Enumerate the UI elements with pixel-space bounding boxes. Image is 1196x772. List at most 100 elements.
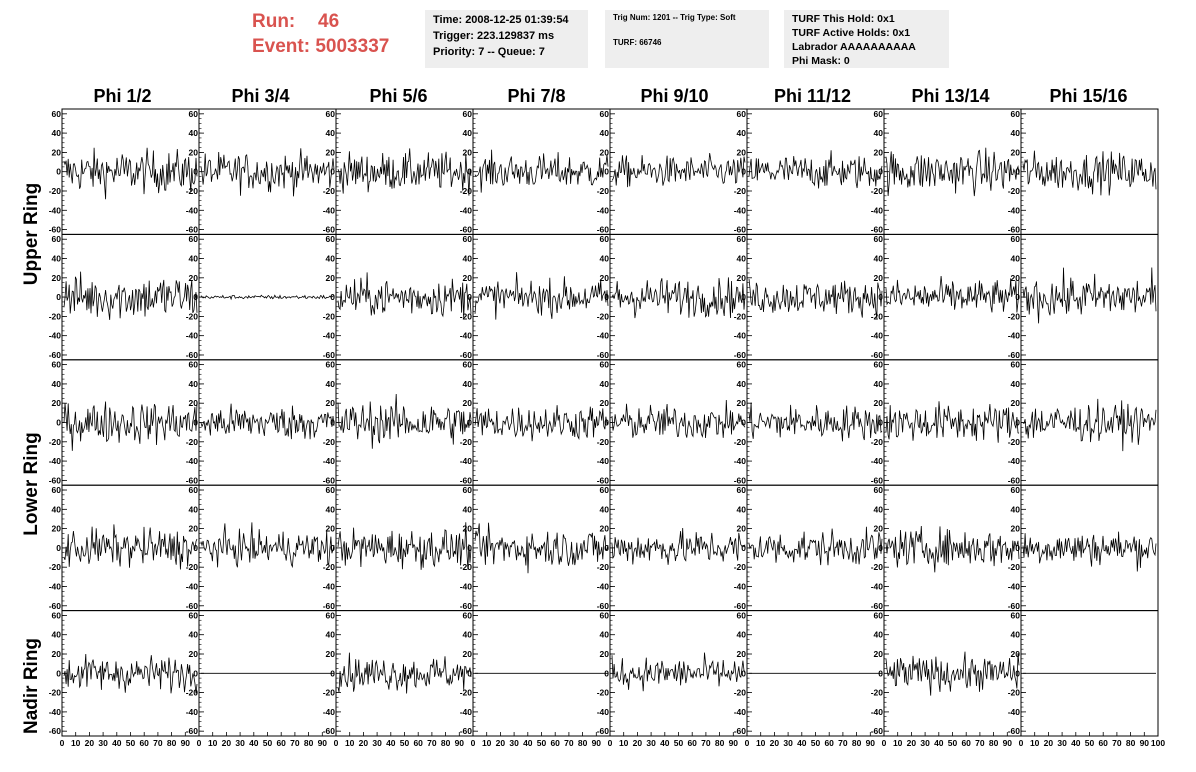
y-tick-label: 0 bbox=[330, 418, 335, 428]
y-tick-label: 0 bbox=[878, 292, 883, 302]
y-tick-label: 60 bbox=[737, 109, 747, 119]
y-tick-label: 20 bbox=[463, 649, 473, 659]
x-tick-label: 90 bbox=[1003, 738, 1013, 748]
x-tick-label: 60 bbox=[824, 738, 834, 748]
y-tick-label: 0 bbox=[56, 543, 61, 553]
turf-text: TURF: 66746 bbox=[613, 38, 662, 47]
y-tick-label: 20 bbox=[874, 398, 884, 408]
x-tick-label: 80 bbox=[441, 738, 451, 748]
column-title-3: Phi 5/6 bbox=[369, 86, 428, 106]
y-tick-label: 40 bbox=[1011, 504, 1021, 514]
y-tick-label: 20 bbox=[1011, 273, 1021, 283]
y-tick-label: -40 bbox=[323, 205, 336, 215]
y-tick-label: -20 bbox=[186, 688, 199, 698]
y-tick-label: 0 bbox=[193, 543, 198, 553]
x-tick-label: 100 bbox=[1151, 738, 1165, 748]
y-tick-label: -40 bbox=[1008, 456, 1021, 466]
x-tick-label: 60 bbox=[276, 738, 286, 748]
y-tick-label: 60 bbox=[874, 360, 884, 370]
y-tick-label: -20 bbox=[323, 311, 336, 321]
y-tick-label: -60 bbox=[871, 726, 884, 736]
y-tick-label: 0 bbox=[741, 668, 746, 678]
panel-frame bbox=[883, 233, 1022, 361]
x-tick-label: 70 bbox=[838, 738, 848, 748]
x-tick-label: 30 bbox=[509, 738, 519, 748]
waveform-trace bbox=[748, 526, 883, 566]
y-tick-label: 40 bbox=[52, 379, 62, 389]
y-tick-label: -60 bbox=[871, 475, 884, 485]
y-tick-label: 40 bbox=[463, 128, 473, 138]
x-tick-label: 10 bbox=[893, 738, 903, 748]
x-tick-label: 10 bbox=[756, 738, 766, 748]
y-tick-label: -40 bbox=[597, 707, 610, 717]
y-tick-label: -20 bbox=[186, 186, 199, 196]
waveform-trace bbox=[611, 277, 746, 319]
y-tick-label: -20 bbox=[734, 562, 747, 572]
waveform-trace bbox=[1022, 531, 1157, 572]
waveform-trace bbox=[63, 653, 198, 694]
y-tick-label: -40 bbox=[460, 707, 473, 717]
y-tick-label: -20 bbox=[871, 311, 884, 321]
x-tick-label: 20 bbox=[1044, 738, 1054, 748]
y-tick-label: 20 bbox=[737, 273, 747, 283]
y-tick-label: -20 bbox=[1008, 688, 1021, 698]
y-tick-label: 20 bbox=[326, 398, 336, 408]
y-tick-label: 20 bbox=[52, 398, 62, 408]
y-tick-label: 40 bbox=[463, 504, 473, 514]
y-tick-label: -20 bbox=[734, 186, 747, 196]
y-tick-label: 20 bbox=[600, 649, 610, 659]
waveform-trace bbox=[611, 152, 746, 188]
y-tick-label: 40 bbox=[600, 128, 610, 138]
y-tick-label: -20 bbox=[1008, 437, 1021, 447]
y-tick-label: 20 bbox=[52, 524, 62, 534]
y-tick-label: 0 bbox=[1015, 543, 1020, 553]
y-tick-label: 0 bbox=[604, 167, 609, 177]
y-tick-label: -60 bbox=[186, 601, 199, 611]
y-tick-label: 60 bbox=[600, 485, 610, 495]
y-tick-label: 60 bbox=[52, 360, 62, 370]
y-tick-label: -40 bbox=[1008, 707, 1021, 717]
y-tick-label: 60 bbox=[737, 485, 747, 495]
y-tick-label: 0 bbox=[467, 292, 472, 302]
x-tick-label: 50 bbox=[811, 738, 821, 748]
y-tick-label: 20 bbox=[189, 147, 199, 157]
y-tick-label: -20 bbox=[871, 186, 884, 196]
y-tick-label: 0 bbox=[193, 668, 198, 678]
y-tick-label: 60 bbox=[189, 234, 199, 244]
x-tick-label: 0 bbox=[882, 738, 887, 748]
y-tick-label: -40 bbox=[871, 456, 884, 466]
run-value: 46 bbox=[318, 11, 340, 32]
y-tick-label: 0 bbox=[330, 292, 335, 302]
y-tick-label: -60 bbox=[323, 350, 336, 360]
y-tick-label: 0 bbox=[330, 668, 335, 678]
x-tick-label: 40 bbox=[112, 738, 122, 748]
panel-frame bbox=[609, 359, 748, 486]
waveform-trace bbox=[748, 279, 883, 319]
waveform-trace bbox=[200, 294, 335, 301]
y-tick-label: -20 bbox=[186, 311, 199, 321]
y-tick-label: 40 bbox=[189, 630, 199, 640]
y-tick-label: 60 bbox=[874, 485, 884, 495]
phi-mask-text: Phi Mask: 0 bbox=[792, 55, 850, 67]
y-tick-label: -40 bbox=[871, 707, 884, 717]
y-tick-label: 0 bbox=[878, 543, 883, 553]
y-tick-label: 60 bbox=[326, 360, 336, 370]
x-tick-label: 70 bbox=[701, 738, 711, 748]
y-tick-label: 60 bbox=[600, 360, 610, 370]
y-tick-label: 60 bbox=[1011, 485, 1021, 495]
y-tick-label: 20 bbox=[1011, 398, 1021, 408]
y-tick-label: -40 bbox=[871, 331, 884, 341]
y-tick-label: -60 bbox=[323, 475, 336, 485]
x-tick-label: 20 bbox=[496, 738, 506, 748]
y-tick-label: 40 bbox=[600, 630, 610, 640]
y-tick-label: 20 bbox=[600, 524, 610, 534]
column-title-4: Phi 7/8 bbox=[507, 86, 566, 106]
waveform-trace bbox=[885, 275, 1020, 313]
x-tick-label: 20 bbox=[222, 738, 232, 748]
x-tick-label: 80 bbox=[304, 738, 314, 748]
y-tick-label: 60 bbox=[326, 485, 336, 495]
x-tick-label: 20 bbox=[633, 738, 643, 748]
y-tick-label: 60 bbox=[463, 234, 473, 244]
y-tick-label: -20 bbox=[597, 688, 610, 698]
y-tick-label: 60 bbox=[874, 610, 884, 620]
